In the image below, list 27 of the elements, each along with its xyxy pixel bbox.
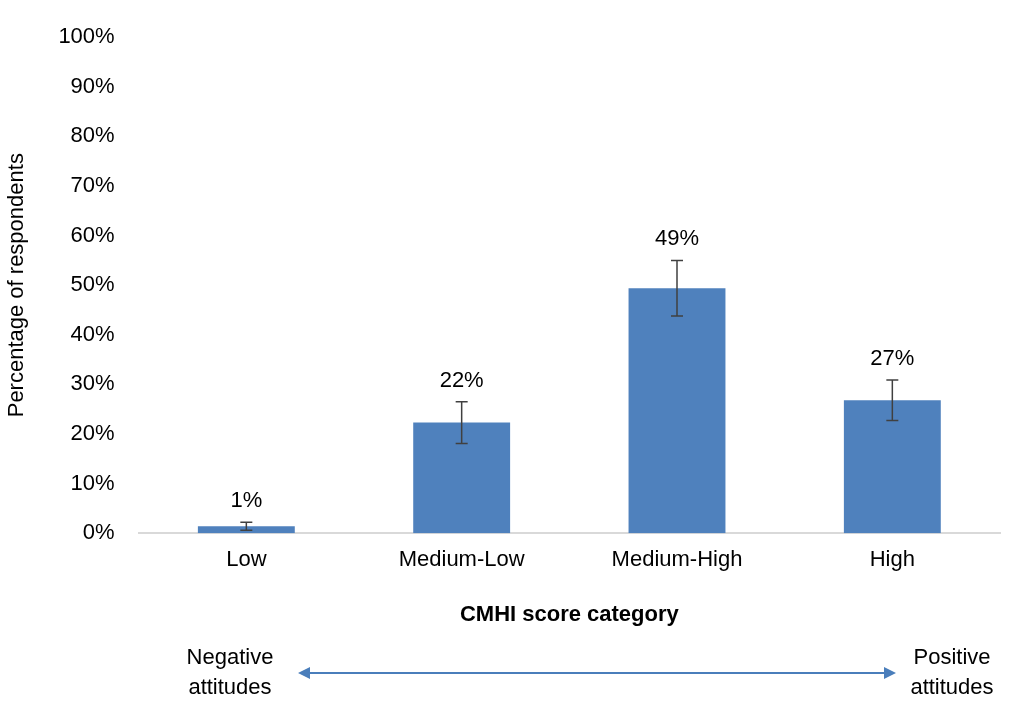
text: Positive attitudes — [909, 643, 995, 701]
x-tick-label: Medium-High — [611, 546, 743, 572]
y-tick-label: 30% — [70, 370, 115, 396]
x-axis-title: CMHI score category — [459, 600, 680, 626]
bar — [628, 288, 726, 534]
y-tick-label: 50% — [70, 271, 115, 297]
text: Negative attitudes — [185, 643, 275, 701]
data-label: 22% — [439, 366, 484, 392]
bar — [843, 400, 941, 534]
data-label: 27% — [870, 345, 915, 370]
x-tick-label: Medium-Low — [398, 546, 525, 572]
y-tick-label: 90% — [70, 72, 115, 98]
y-tick-label: 40% — [70, 320, 115, 346]
data-label: 49% — [654, 225, 700, 251]
bar — [413, 422, 511, 534]
y-tick-label: 60% — [70, 221, 115, 247]
y-tick-label: 0% — [82, 519, 115, 545]
y-tick-label: 20% — [70, 420, 115, 446]
y-tick-label: 100% — [58, 23, 115, 49]
y-tick-label: 80% — [70, 122, 115, 148]
y-tick-label: 70% — [70, 172, 115, 198]
x-tick-label: High — [869, 546, 915, 572]
y-axis-title: Percentage of respondents — [3, 153, 29, 418]
bar — [197, 526, 295, 534]
y-tick-label: 10% — [70, 469, 115, 495]
x-tick-label: Low — [226, 546, 267, 572]
data-label: 1% — [230, 487, 263, 513]
